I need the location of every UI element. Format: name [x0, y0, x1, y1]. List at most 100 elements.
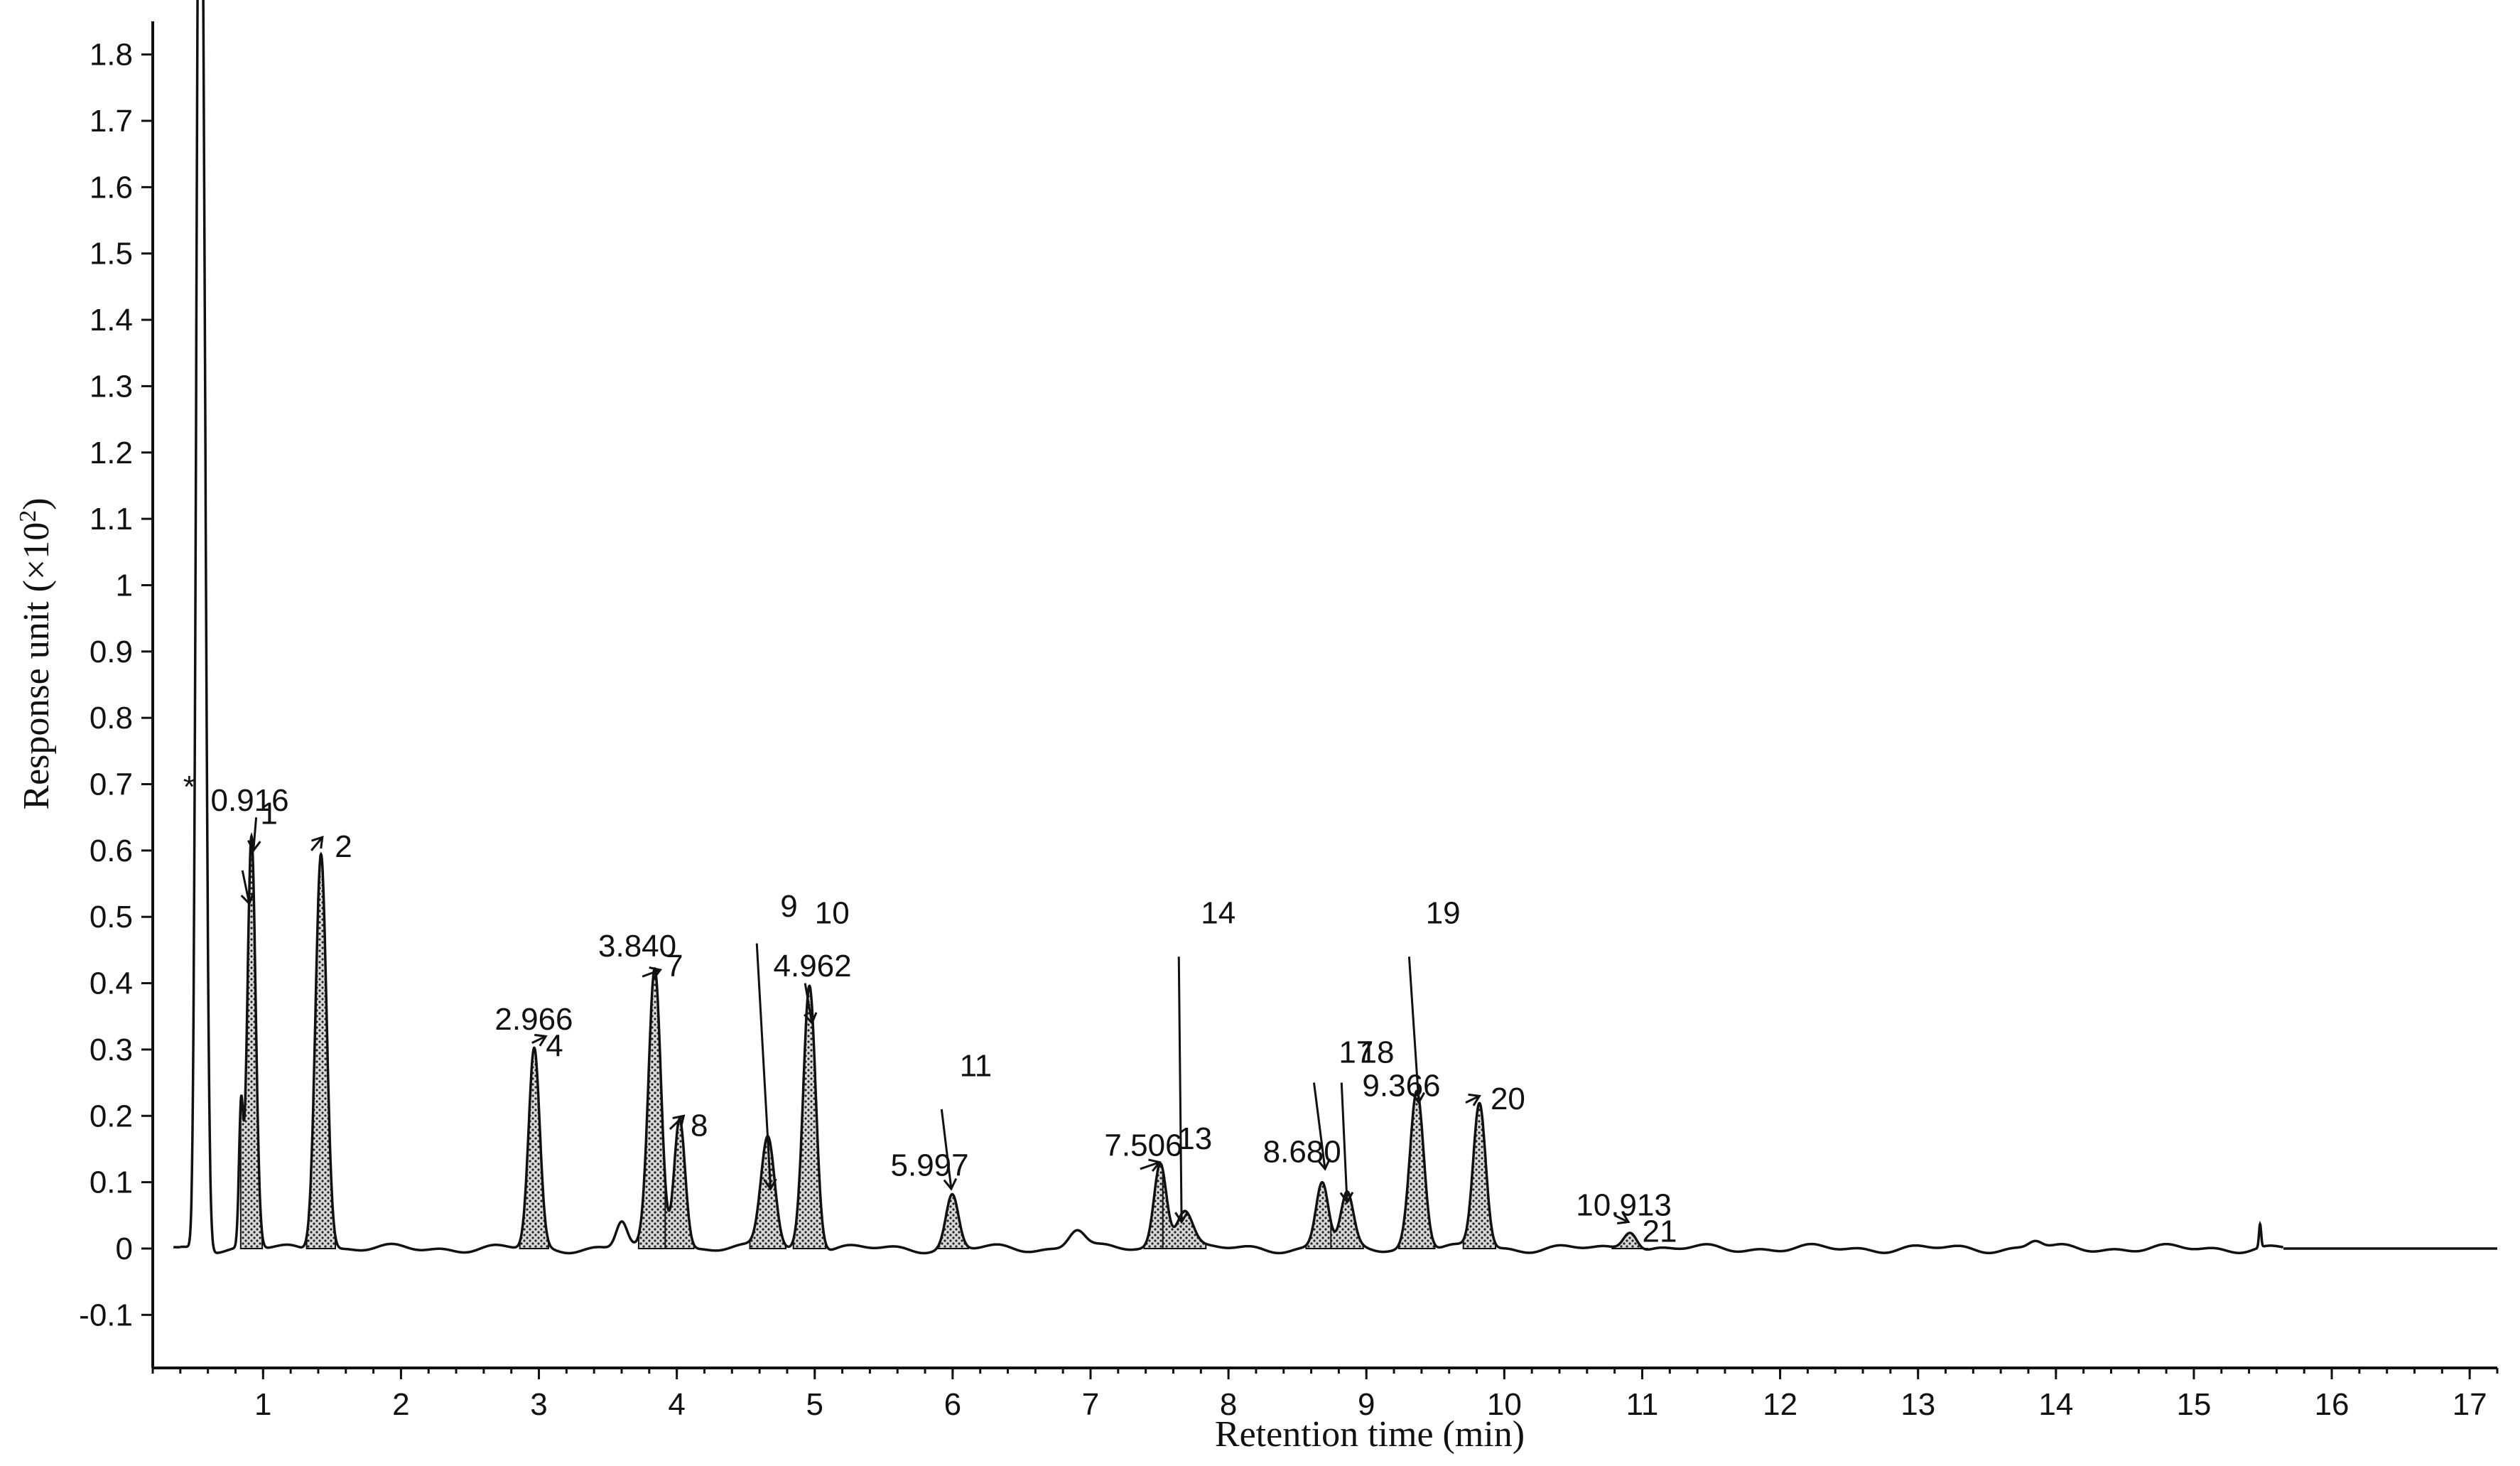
- peak-pointer-line: [1312, 1082, 1326, 1170]
- peak-label: 10.913: [1576, 1187, 1672, 1222]
- x-tick-label: 12: [1763, 1387, 1797, 1422]
- peak-label: 8.680: [1263, 1135, 1341, 1170]
- peak-pointer-arrowhead: [1316, 1158, 1331, 1171]
- peak-label: 5.997: [891, 1148, 969, 1182]
- y-axis-title-tail: ): [16, 497, 57, 510]
- y-axis-title: Response unit (×102): [15, 497, 58, 809]
- peak-pointer-line: [804, 983, 813, 1023]
- peak-pointer-line: [1613, 1214, 1629, 1223]
- peak-label: 9: [780, 889, 797, 924]
- y-axis-title-main: Response unit (×10: [16, 522, 57, 810]
- peak-label: 4: [546, 1028, 563, 1063]
- peak-label: 17: [1339, 1035, 1373, 1070]
- chromatogram-line: [180, 0, 2283, 1255]
- peak-label: 0.916: [211, 783, 289, 818]
- x-axis-title: Retention time (min): [1215, 1414, 1525, 1455]
- y-tick-label: 0.5: [90, 900, 133, 934]
- peak-pointer-arrowhead: [1174, 1212, 1189, 1224]
- peak-pointer-line: [1407, 956, 1420, 1103]
- peak-label: 9.366: [1362, 1068, 1440, 1103]
- peak-pointer-group: [240, 817, 1631, 1224]
- y-tick-label: 0.9: [90, 635, 133, 669]
- x-tick-label: 13: [1900, 1387, 1935, 1422]
- peak-label: 7: [666, 949, 683, 983]
- axes: -0.1 0 0.1 0.2 0.3 0.4 0.5 0.6 0.7 0.8 0.9 1 1.1 1.2 1…: [79, 21, 2499, 1422]
- y-tick-label: 1.8: [90, 38, 133, 72]
- y-tick-label: 1.6: [90, 170, 133, 205]
- y-tick-label: 1.1: [90, 502, 133, 537]
- y-tick-label: 0.3: [90, 1033, 133, 1067]
- peak-pointer-arrowhead: [311, 836, 324, 849]
- peak-label: 3.840: [598, 929, 676, 964]
- x-tick-label: 14: [2038, 1387, 2073, 1422]
- peak-pointer-line: [310, 836, 323, 851]
- x-tick-label: 16: [2315, 1387, 2349, 1422]
- y-tick-label: -0.1: [79, 1298, 133, 1332]
- x-tick-label: 17: [2453, 1387, 2487, 1422]
- peak-pointer-arrowhead: [672, 1114, 686, 1128]
- peak-pointer-line: [241, 870, 251, 904]
- peak-label: 20: [1491, 1082, 1525, 1116]
- peak-pointer-arrowhead: [649, 966, 663, 980]
- y-tick-label: 0.2: [90, 1099, 133, 1133]
- peak-label: 8: [691, 1108, 708, 1143]
- peak-label: 19: [1426, 896, 1461, 931]
- peak-pointer-arrowhead: [943, 1177, 958, 1191]
- peak-pointer-line: [940, 1109, 953, 1190]
- x-tick-label: 5: [806, 1387, 823, 1422]
- peak-pointer-arrowhead: [1339, 1191, 1354, 1204]
- peak-pointer-arrowhead: [1148, 1158, 1162, 1173]
- y-tick-label: 1.7: [90, 104, 133, 139]
- peak-label: 14: [1201, 896, 1235, 931]
- y-tick-label: 1.5: [90, 237, 133, 271]
- peak-pointer-line: [1140, 1161, 1160, 1170]
- y-tick-label: 0.4: [90, 966, 133, 1001]
- peak-pointer-arrowhead: [240, 893, 254, 906]
- peak-label: 18: [1360, 1035, 1395, 1070]
- x-tick-label: 7: [1082, 1387, 1099, 1422]
- y-tick-label: 0.7: [90, 767, 133, 802]
- x-tick-label: 11: [1626, 1387, 1659, 1422]
- peak-label: 2.966: [494, 1002, 573, 1037]
- peak-label: 4.962: [774, 949, 852, 983]
- x-tick-label: 9: [1358, 1387, 1375, 1422]
- peak-pointer-line: [669, 1115, 685, 1131]
- x-tick-label: 3: [530, 1387, 547, 1422]
- peak-pointer-line: [642, 969, 661, 978]
- peak-pointer-line: [1465, 1094, 1481, 1104]
- y-tick-label: 1.2: [90, 436, 133, 470]
- y-tick-label: 1: [116, 568, 133, 603]
- peak-pointer-arrowhead: [803, 1012, 818, 1025]
- y-tick-label: 1.4: [90, 303, 133, 338]
- y-tick-label: 0.1: [90, 1165, 133, 1200]
- peak-label: 21: [1642, 1214, 1677, 1249]
- y-tick-label: 1.3: [90, 369, 133, 404]
- peak-pointer-arrowhead: [534, 1033, 548, 1047]
- x-tick-label: 8: [1220, 1387, 1237, 1422]
- x-tick-label: 4: [668, 1387, 685, 1422]
- x-tick-label: 2: [392, 1387, 409, 1422]
- peak-pointer-arrowhead: [1617, 1212, 1631, 1224]
- chromatogram-trace-group: [173, 0, 2497, 1255]
- peak-label: 13: [1177, 1121, 1212, 1156]
- peak-pointer-line: [1177, 956, 1183, 1222]
- peak-label: 11: [960, 1048, 993, 1083]
- peak-label: 7.506: [1104, 1128, 1182, 1163]
- x-tick-label: 15: [2176, 1387, 2211, 1422]
- peak-pointer-line: [755, 943, 772, 1190]
- x-tick-label: 6: [944, 1387, 961, 1422]
- peak-pointer-arrowhead: [247, 840, 261, 853]
- x-tick-label: 1: [254, 1387, 271, 1422]
- peak-label: 1: [260, 797, 277, 831]
- y-tick-label: 0.8: [90, 701, 133, 735]
- peak-pointer-line: [1340, 1082, 1348, 1202]
- x-tick-label: 10: [1487, 1387, 1522, 1422]
- y-tick-label: 0: [116, 1231, 133, 1266]
- peak-pointer-arrowhead: [763, 1178, 777, 1191]
- peak-label: 10: [815, 896, 850, 931]
- y-tick-label: 0.6: [90, 834, 133, 868]
- peak-label: 2: [335, 829, 352, 864]
- y-axis-title-superscript: 2: [15, 510, 41, 522]
